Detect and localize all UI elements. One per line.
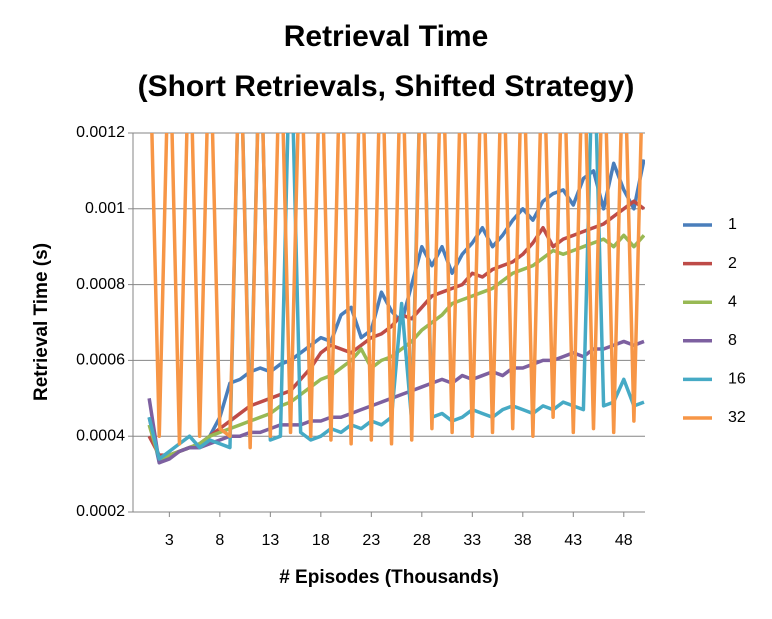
x-tick-label: 43	[564, 532, 582, 549]
x-tick-label: 18	[312, 532, 330, 549]
x-tick-label: 13	[261, 532, 279, 549]
x-tick-label: 28	[413, 532, 431, 549]
legend-label: 2	[728, 255, 737, 272]
legend-label: 8	[728, 332, 737, 349]
y-tick-label: 0.0006	[76, 352, 125, 369]
y-tick-label: 0.0004	[76, 427, 125, 444]
x-tick-label: 48	[615, 532, 633, 549]
x-tick-label: 3	[165, 532, 174, 549]
x-tick-label: 23	[362, 532, 380, 549]
x-axis-title: # Episodes (Thousands)	[279, 567, 499, 588]
x-tick-label: 8	[215, 532, 224, 549]
legend-label: 32	[728, 409, 746, 426]
legend-label: 4	[728, 293, 737, 310]
y-axis-title: Retrieval Time (s)	[31, 243, 52, 401]
chart-title: (Short Retrievals, Shifted Strategy)	[138, 70, 635, 103]
chart-title: Retrieval Time	[284, 20, 489, 53]
y-tick-label: 0.0002	[76, 503, 125, 520]
y-tick-label: 0.0008	[76, 276, 125, 293]
x-tick-label: 38	[514, 532, 532, 549]
plot-area	[147, 133, 645, 465]
y-tick-label: 0.0012	[76, 124, 125, 141]
legend-label: 1	[728, 216, 737, 233]
legend-label: 16	[728, 371, 746, 388]
y-tick-label: 0.001	[85, 200, 125, 217]
x-tick-label: 33	[463, 532, 481, 549]
series-line	[150, 133, 643, 450]
